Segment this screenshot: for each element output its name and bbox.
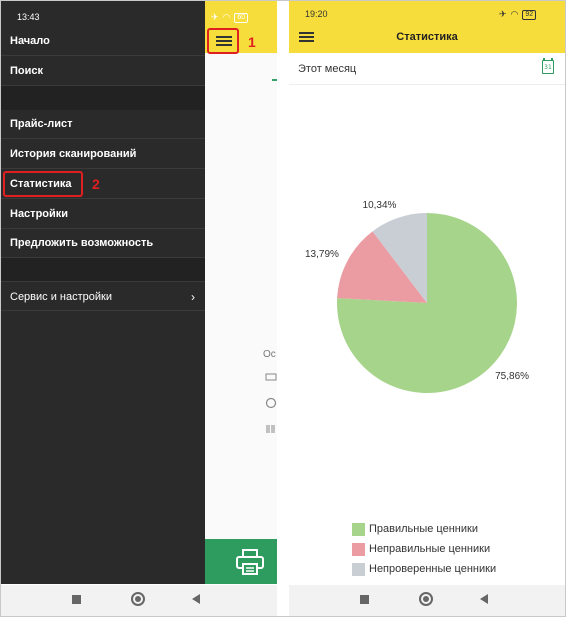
legend-label: Непроверенные ценники	[369, 563, 497, 575]
pie-chart-svg	[337, 213, 517, 393]
drawer-item-statistics[interactable]: Статистика	[1, 169, 205, 199]
legend-swatch	[352, 523, 365, 536]
legend-swatch	[352, 543, 365, 556]
drawer-item-label: Сервис и настройки	[10, 291, 112, 303]
drawer-item-home[interactable]: Начало	[1, 26, 205, 56]
drawer-item-settings[interactable]: Настройки	[1, 199, 205, 229]
right-phone-screen: 19:20 ✈ ◠ 92 Статистика Этот месяц 31 75…	[289, 1, 565, 584]
status-icons: ✈ ◠ 92	[499, 9, 537, 20]
app-toolbar: 19:20 ✈ ◠ 92 Статистика	[289, 1, 565, 53]
printer-icon	[265, 373, 277, 381]
system-nav-bar	[1, 585, 277, 616]
airplane-icon: ✈	[499, 9, 507, 19]
drawer-item-search[interactable]: Поиск	[1, 56, 205, 86]
menu-button[interactable]	[297, 27, 319, 47]
drawer-divider	[1, 258, 205, 282]
airplane-icon: ✈	[211, 12, 219, 22]
drawer-divider	[1, 86, 205, 110]
left-phone-screen: Ос Начало Поиск Прайс-лист История скани…	[1, 1, 277, 584]
status-bar: 13:43 ✈ ◠ 60	[1, 1, 277, 25]
drawer-item-service-settings[interactable]: Сервис и настройки ›	[1, 281, 205, 311]
recents-button[interactable]	[360, 595, 369, 604]
drawer-item-suggest-feature[interactable]: Предложить возможность	[1, 228, 205, 258]
drawer-item-price-list[interactable]: Прайс-лист	[1, 109, 205, 139]
pie-slice-unchecked	[372, 213, 427, 303]
recents-button[interactable]	[72, 595, 81, 604]
back-button[interactable]	[480, 594, 488, 604]
drawer-item-scan-history[interactable]: История сканирований	[1, 139, 205, 169]
legend-swatch	[352, 563, 365, 576]
annotation-box	[207, 28, 239, 54]
home-button[interactable]	[419, 592, 433, 606]
circle-icon	[265, 397, 277, 409]
system-nav-bar	[289, 585, 565, 616]
tab-indicator	[272, 79, 277, 81]
battery-icon: 92	[522, 9, 537, 20]
legend-item: Неправильные ценники	[352, 543, 552, 557]
pie-slice-incorrect	[337, 231, 427, 303]
divider	[289, 84, 565, 85]
printer-icon	[236, 549, 264, 575]
pie-chart: 75,86% 13,79% 10,34%	[289, 191, 565, 411]
wifi-icon: ◠	[510, 9, 519, 19]
back-button[interactable]	[192, 594, 200, 604]
legend-label: Правильные ценники	[369, 523, 478, 535]
status-time: 19:20	[305, 9, 328, 19]
background-text: Ос	[263, 349, 276, 360]
pie-value-label: 75,86%	[495, 371, 530, 383]
legend-label: Неправильные ценники	[369, 543, 491, 555]
pie-value-label: 10,34%	[362, 200, 397, 212]
print-button[interactable]	[205, 539, 277, 584]
pie-value-label: 13,79%	[304, 249, 339, 261]
barcode-icon	[266, 425, 275, 433]
wifi-icon: ◠	[222, 12, 231, 22]
app-background	[205, 1, 277, 584]
annotation-number: 2	[92, 176, 100, 192]
battery-icon: 60	[234, 12, 249, 23]
annotation-number: 1	[248, 34, 256, 50]
page-title: Статистика	[396, 31, 458, 43]
calendar-icon[interactable]: 31	[542, 58, 554, 74]
status-time: 13:43	[17, 12, 40, 22]
legend-item: Непроверенные ценники	[352, 563, 552, 577]
menu-button[interactable]	[210, 29, 238, 53]
chevron-right-icon: ›	[191, 290, 195, 304]
navigation-drawer: Начало Поиск Прайс-лист История сканиров…	[1, 1, 205, 584]
status-icons: ✈ ◠ 60	[211, 12, 249, 23]
period-selector[interactable]: Этот месяц	[298, 63, 357, 75]
legend-item: Правильные ценники	[352, 523, 552, 537]
annotation-box	[3, 171, 83, 197]
home-button[interactable]	[131, 592, 145, 606]
